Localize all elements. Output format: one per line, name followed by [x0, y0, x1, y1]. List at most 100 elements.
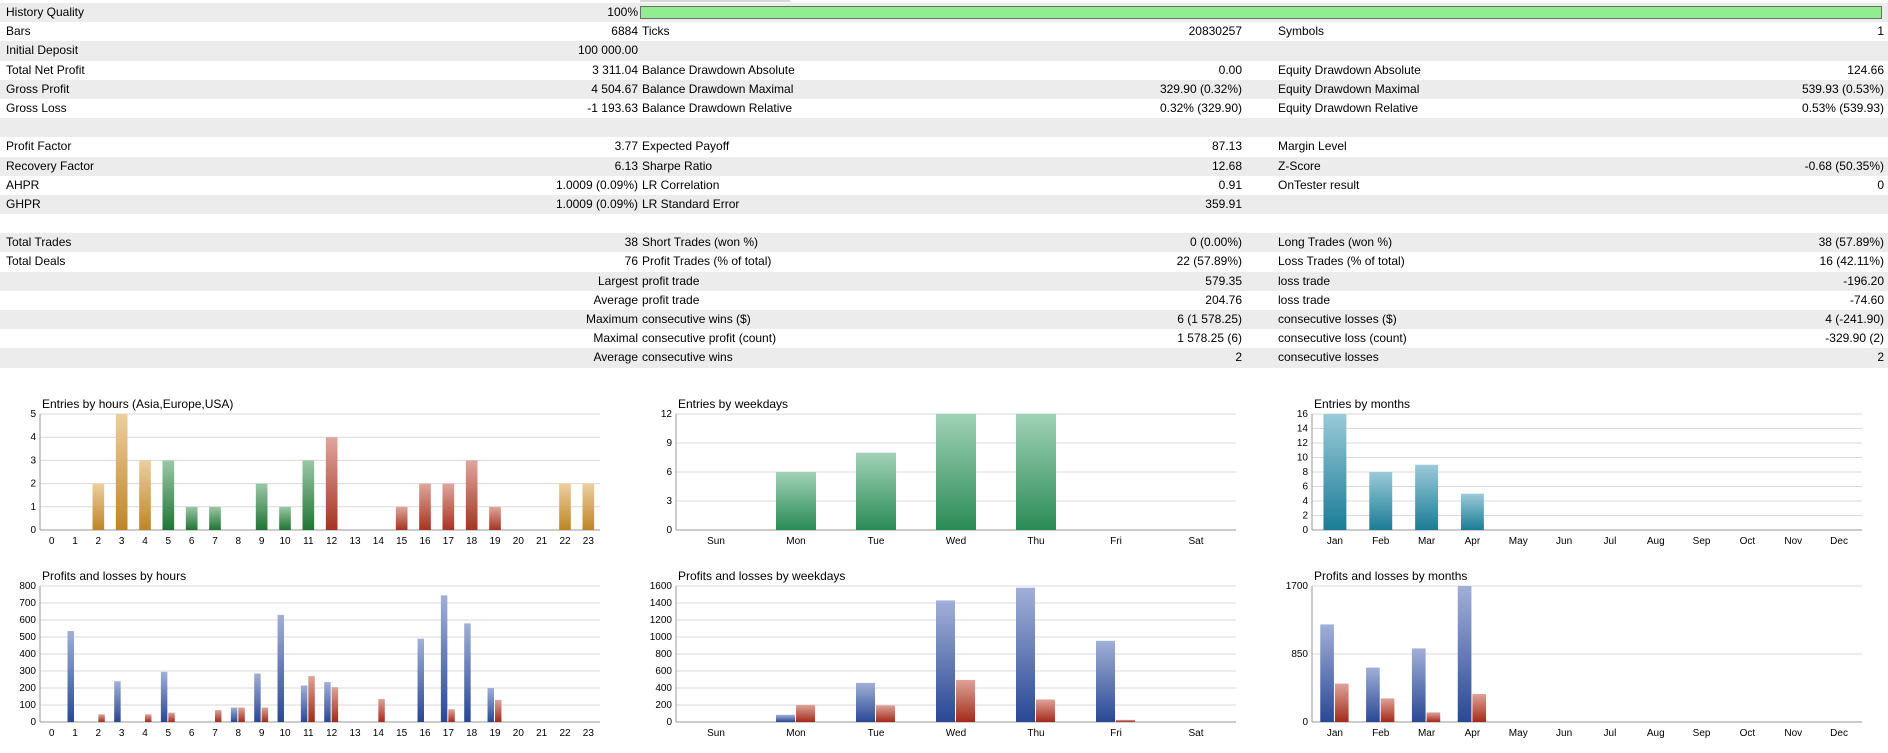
stat-value: Largest — [597, 273, 638, 288]
loss-bar — [796, 705, 815, 722]
y-tick-label: 9 — [666, 438, 672, 449]
stat-value: 2 — [1235, 350, 1242, 365]
x-tick-label: Dec — [1830, 728, 1848, 739]
stats-row — [0, 368, 1888, 387]
profit-bar — [487, 688, 494, 722]
stat-value: 0 — [1877, 177, 1884, 192]
stat-value: 1.0009 (0.09%) — [555, 196, 638, 211]
profit-bar — [464, 623, 471, 722]
y-tick-label: 200 — [19, 683, 36, 694]
x-tick-label: 4 — [142, 728, 148, 739]
x-tick-label: 14 — [373, 728, 385, 739]
x-tick-label: 2 — [96, 536, 102, 547]
stat-label: loss trade — [1278, 273, 1331, 288]
x-tick-label: 1 — [72, 536, 78, 547]
x-tick-label: 21 — [536, 536, 548, 547]
window-top-edge — [640, 0, 790, 2]
stat-value: -74.60 — [1849, 292, 1884, 307]
entries-bar — [489, 506, 501, 530]
x-tick-label: Thu — [1027, 728, 1044, 739]
x-tick-label: 20 — [513, 728, 525, 739]
stats-row: Initial Deposit 100 000.00 — [0, 41, 1888, 61]
entries-bar — [1016, 414, 1056, 530]
stat-label: consecutive losses — [1278, 350, 1379, 365]
stat-value: 4 (-241.90) — [1825, 312, 1884, 326]
x-tick-label: 7 — [212, 728, 218, 739]
x-tick-label: Mon — [786, 536, 805, 547]
x-tick-label: Sat — [1188, 536, 1203, 547]
y-tick-label: 8 — [1302, 467, 1308, 478]
y-tick-label: 2 — [1302, 511, 1308, 522]
stat-value: 16 (42.11%) — [1819, 254, 1884, 269]
loss-bar — [98, 714, 105, 722]
entries-bar — [856, 452, 896, 530]
x-tick-label: Dec — [1830, 536, 1848, 547]
entries-bar — [279, 506, 291, 530]
stat-label: Total Trades — [6, 235, 72, 250]
profit-bar — [776, 714, 795, 722]
x-tick-label: 22 — [559, 728, 571, 739]
chart-title: Entries by hours (Asia,Europe,USA) — [42, 397, 233, 411]
stat-value: 4 504.67 — [591, 81, 638, 96]
x-tick-label: Oct — [1740, 728, 1756, 739]
x-tick-label: 3 — [119, 728, 125, 739]
x-tick-label: Aug — [1647, 536, 1665, 547]
x-tick-label: Tue — [868, 728, 885, 739]
x-tick-label: 9 — [259, 536, 265, 547]
x-tick-label: Jul — [1604, 728, 1617, 739]
loss-bar — [1380, 698, 1395, 722]
entries-bar — [419, 483, 431, 530]
x-tick-label: May — [1509, 536, 1528, 547]
x-tick-label: Sun — [707, 536, 725, 547]
stat-label: AHPR — [6, 177, 40, 192]
y-tick-label: 4 — [30, 432, 36, 443]
stat-label: LR Standard Error — [642, 196, 740, 211]
x-tick-label: Fri — [1110, 536, 1122, 547]
x-tick-label: Jun — [1556, 536, 1572, 547]
stat-label: OnTester result — [1278, 177, 1360, 192]
stat-label: Equity Drawdown Absolute — [1278, 62, 1421, 77]
profit-bar — [1366, 667, 1380, 722]
stat-value: 579.35 — [1205, 273, 1242, 288]
stats-row — [0, 214, 1888, 233]
stat-label: Initial Deposit — [6, 43, 79, 58]
x-tick-label: 17 — [443, 728, 455, 739]
x-tick-label: Wed — [946, 536, 966, 547]
x-tick-label: Sat — [1188, 728, 1203, 739]
x-tick-label: 11 — [303, 728, 314, 739]
stat-label: Total Net Profit — [6, 62, 85, 77]
loss-bar — [495, 699, 502, 722]
profit-bar — [324, 682, 331, 722]
x-tick-label: Sun — [707, 728, 725, 739]
entries-bar — [185, 506, 198, 530]
stat-value: 22 (57.89%) — [1176, 254, 1242, 269]
x-tick-label: Jul — [1604, 536, 1617, 547]
x-tick-label: 1 — [72, 728, 78, 739]
x-tick-label: Nov — [1784, 536, 1802, 547]
entries-bar — [936, 414, 976, 530]
loss-bar — [238, 707, 245, 722]
profit-bar — [1016, 587, 1035, 722]
x-tick-label: Mar — [1418, 728, 1436, 739]
stat-value: Maximal — [593, 331, 638, 346]
entries-bar — [1369, 472, 1393, 530]
entries-bar — [302, 460, 315, 530]
stat-value: 76 — [624, 254, 638, 269]
stat-value: 329.90 (0.32%) — [1159, 81, 1242, 96]
x-tick-label: 7 — [212, 536, 218, 547]
stats-row: Total Trades 38 Short Trades (won %) 0 (0.0… — [0, 233, 1888, 253]
stat-label: Short Trades (won %) — [642, 235, 759, 250]
entries-bar — [255, 483, 268, 530]
x-tick-label: May — [1509, 728, 1528, 739]
stats-row: GHPR 1.0009 (0.09%) LR Standard Error 359.9… — [0, 194, 1888, 215]
stats-row: Gross Loss -1 193.63 Balance Drawdown Rela… — [0, 99, 1888, 118]
entries-by-hours-chart: Entries by hours (Asia,Europe,USA) 0 1 2 3 4 5… — [0, 396, 620, 556]
entries-bar — [442, 483, 455, 530]
y-tick-label: 5 — [30, 409, 36, 420]
x-tick-label: Jan — [1327, 728, 1343, 739]
stats-row: Total Deals 76 Profit Trades (% of total) 2… — [0, 252, 1888, 271]
x-tick-label: 8 — [236, 728, 242, 739]
stats-row: Maximal consecutive profit (count) 1 578.2… — [0, 329, 1888, 348]
x-tick-label: 18 — [466, 536, 478, 547]
y-tick-label: 12 — [1297, 438, 1309, 449]
